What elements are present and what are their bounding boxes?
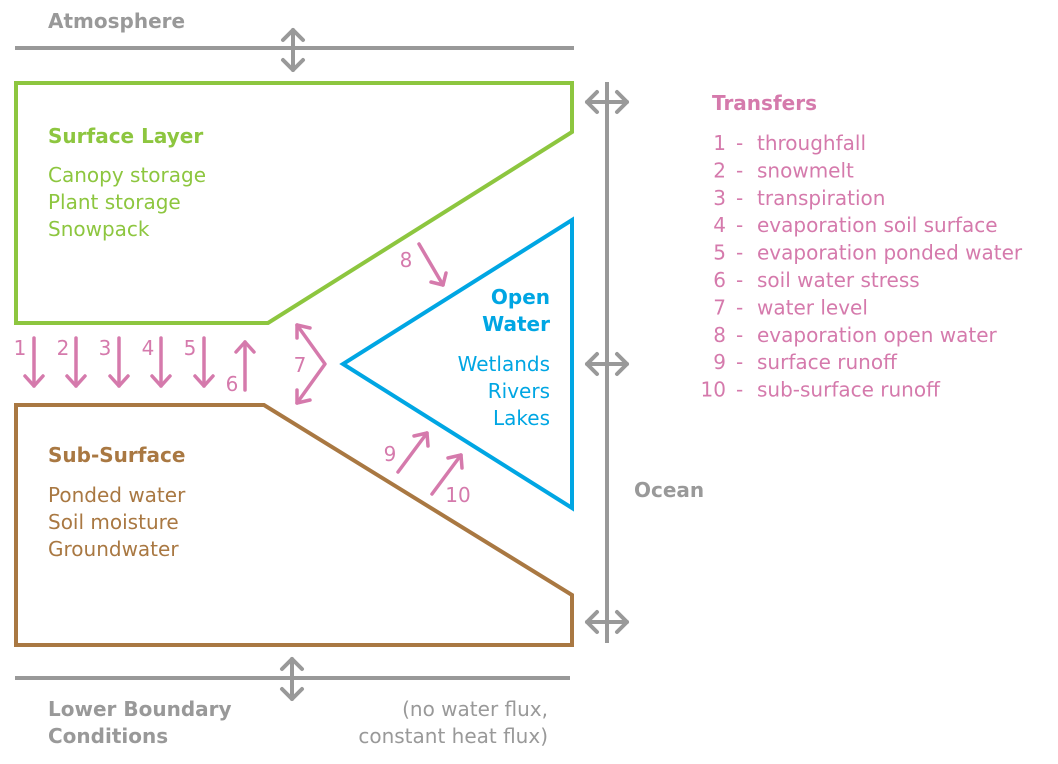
flux-label-5: 5 xyxy=(184,336,197,360)
atmosphere-label: Atmosphere xyxy=(48,9,185,33)
surface-layer-box xyxy=(14,81,574,325)
transfer-item: 9- surface runoff xyxy=(713,350,898,374)
transfer-item: 8- evaporation open water xyxy=(713,323,997,347)
transfer-dash: - xyxy=(736,158,743,182)
flux-label-4: 4 xyxy=(142,336,155,360)
flux-arrow-6 xyxy=(234,340,256,392)
transfer-label: surface runoff xyxy=(757,350,898,374)
transfer-number: 3 xyxy=(713,186,726,210)
lower-boundary-label-line1: Lower Boundary xyxy=(48,697,232,721)
transfer-number: 5 xyxy=(713,241,726,265)
open-water-item-wetlands: Wetlands xyxy=(458,352,550,376)
flux-arrow-7 xyxy=(295,323,327,405)
transfer-dash: - xyxy=(736,295,743,319)
transfer-number: 2 xyxy=(713,158,726,182)
flux-label-6: 6 xyxy=(226,372,239,396)
transfer-number: 6 xyxy=(713,268,726,292)
open-water-item-rivers: Rivers xyxy=(488,379,550,403)
transfer-dash: - xyxy=(736,323,743,347)
open-water-item-lakes: Lakes xyxy=(493,406,550,430)
transfer-item: 7- water level xyxy=(713,295,868,319)
transfer-label: throughfall xyxy=(757,131,866,155)
ocean-exchange-arrow-middle xyxy=(585,352,629,376)
transfer-number: 9 xyxy=(713,350,726,374)
transfer-dash: - xyxy=(736,186,743,210)
transfer-label: sub-surface runoff xyxy=(757,378,941,402)
surface-layer-title: Surface Layer xyxy=(48,124,203,148)
transfer-label: transpiration xyxy=(757,186,885,210)
flux-label-10: 10 xyxy=(445,483,470,507)
transfer-dash: - xyxy=(736,131,743,155)
flux-arrow-8 xyxy=(417,242,448,287)
transfers-title: Transfers xyxy=(712,91,817,115)
transfer-number: 1 xyxy=(713,131,726,155)
flux-label-9: 9 xyxy=(384,442,397,466)
lower-boundary-label-line2: Conditions xyxy=(48,724,168,748)
subsurface-item-moisture: Soil moisture xyxy=(48,510,179,534)
transfer-item: 3- transpiration xyxy=(713,186,885,210)
flux-arrow-3 xyxy=(108,336,130,388)
flux-label-3: 3 xyxy=(99,336,112,360)
transfer-item: 5- evaporation ponded water xyxy=(713,241,1023,265)
transfer-item: 1- throughfall xyxy=(713,131,866,155)
open-water-triangle xyxy=(339,216,574,512)
ocean-exchange-arrow-bottom xyxy=(585,610,629,634)
lower-boundary-note-line1: (no water flux, xyxy=(402,697,548,721)
transfer-item: 6- soil water stress xyxy=(713,268,919,292)
surface-item-snowpack: Snowpack xyxy=(48,217,150,241)
transfer-label: snowmelt xyxy=(757,158,854,182)
transfer-label: evaporation soil surface xyxy=(757,213,998,237)
lower-boundary-exchange-arrow xyxy=(280,657,304,701)
flux-label-7: 7 xyxy=(294,353,307,377)
atmosphere-exchange-arrow xyxy=(281,28,305,72)
open-water-title-line1: Open xyxy=(491,285,550,309)
transfer-dash: - xyxy=(736,350,743,374)
transfer-dash: - xyxy=(736,241,743,265)
transfer-dash: - xyxy=(736,213,743,237)
surface-item-plant: Plant storage xyxy=(48,190,181,214)
flux-label-8: 8 xyxy=(400,248,413,272)
sub-surface-title: Sub-Surface xyxy=(48,443,185,467)
transfer-item: 2- snowmelt xyxy=(713,158,854,182)
lower-boundary-note-line2: constant heat flux) xyxy=(358,724,548,748)
transfer-label: evaporation ponded water xyxy=(757,241,1023,265)
subsurface-item-ponded: Ponded water xyxy=(48,483,186,507)
flux-arrow-4 xyxy=(150,336,172,388)
flux-arrow-1 xyxy=(23,336,45,388)
flux-arrow-10 xyxy=(430,453,464,496)
flux-arrow-9 xyxy=(396,431,430,474)
flux-label-1: 1 xyxy=(14,336,27,360)
flux-arrow-2 xyxy=(65,336,87,388)
ocean-exchange-arrow-top xyxy=(585,90,629,114)
transfer-item: 4- evaporation soil surface xyxy=(713,213,997,237)
flux-label-2: 2 xyxy=(57,336,70,360)
transfer-label: evaporation open water xyxy=(757,323,998,347)
ocean-label: Ocean xyxy=(634,478,704,502)
transfer-label: soil water stress xyxy=(757,268,920,292)
sub-surface-box xyxy=(14,403,574,647)
transfer-number: 4 xyxy=(713,213,726,237)
open-water-title-line2: Water xyxy=(482,312,550,336)
transfer-number: 7 xyxy=(713,295,726,319)
transfer-label: water level xyxy=(757,295,868,319)
flux-arrow-5 xyxy=(193,336,215,388)
transfer-dash: - xyxy=(736,268,743,292)
subsurface-item-groundwater: Groundwater xyxy=(48,537,179,561)
transfer-number: 8 xyxy=(713,323,726,347)
transfer-item: 10- sub-surface runoff xyxy=(701,378,942,402)
surface-item-canopy: Canopy storage xyxy=(48,163,206,187)
transfer-number: 10 xyxy=(701,378,726,402)
transfer-dash: - xyxy=(736,378,743,402)
